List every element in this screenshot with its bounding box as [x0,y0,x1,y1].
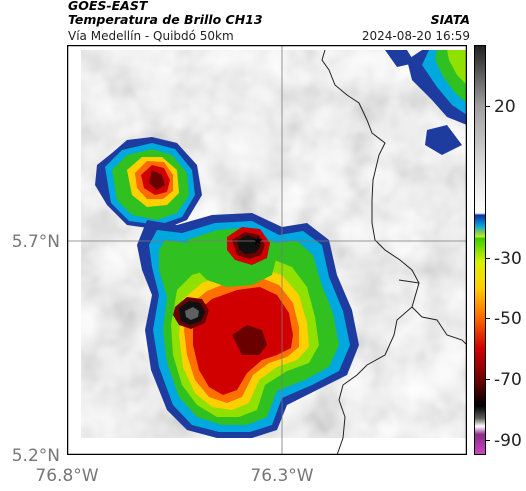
colorbar-tick-label: -30 [494,248,522,269]
colorbar-tick-label: -50 [494,309,522,330]
route-subtitle: Vía Medellín - Quibdó 50km [68,29,234,43]
political-borders [321,49,467,455]
main-storm-system [137,213,359,438]
colorbar-tick-label: -70 [494,370,522,391]
map-border [67,45,467,455]
cold-cloud-tops [173,227,270,329]
northwest-storm-cell [95,137,202,230]
colorbar-tick-label: 20 [494,96,516,117]
longitude-tick-label: 76.3°W [250,466,314,486]
longitude-tick-label: 76.8°W [35,466,99,486]
latitude-tick-label: 5.7°N [11,232,60,252]
star-icon: ★ [252,234,264,249]
colorbar-tick-mark [486,439,490,441]
colorbar-tick-mark [486,379,490,381]
colorbar-tick-mark [486,257,490,259]
agency-label: SIATA [430,12,470,27]
satellite-name: GOES-EAST [68,0,148,13]
colorbar-tick-mark [486,105,490,107]
product-title: Temperatura de Brillo CH13 [68,12,263,27]
satellite-map[interactable]: ★ [67,45,467,455]
colorbar-tick-mark [486,318,490,320]
temperature-colorbar [474,45,486,455]
northeast-storm-cell [385,50,467,155]
image-datetime: 2024-08-20 16:59 [361,29,470,43]
colorbar-tick-label: -90 [494,430,522,451]
latitude-tick-label: 5.2°N [11,446,60,466]
